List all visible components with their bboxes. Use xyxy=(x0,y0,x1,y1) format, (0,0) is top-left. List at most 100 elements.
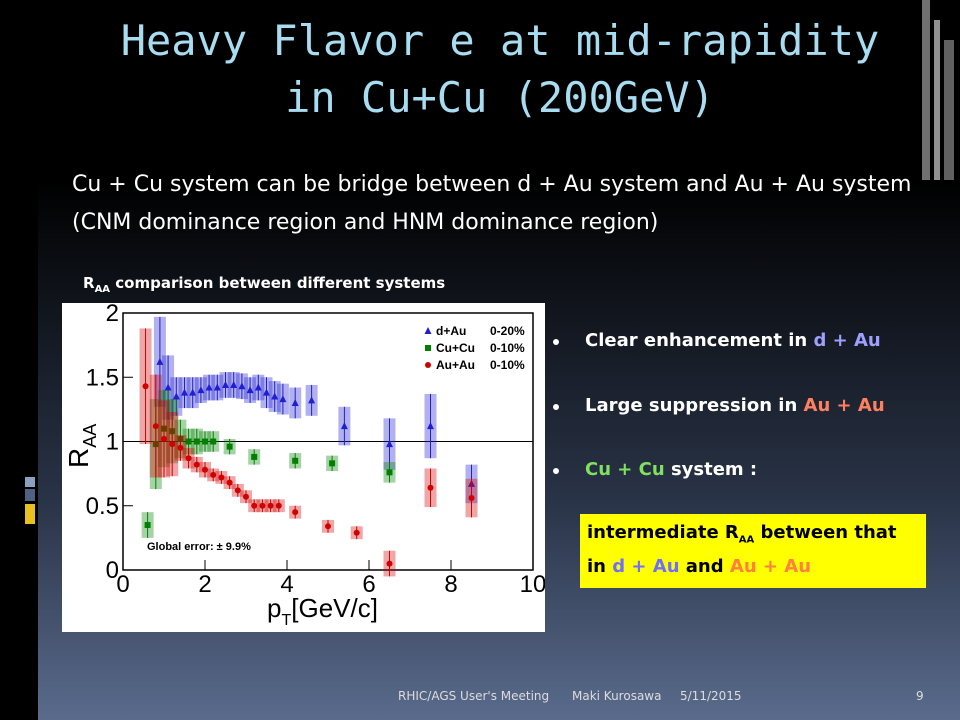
marker xyxy=(189,388,197,396)
annotation: Global error: ± 9.9% xyxy=(147,541,251,553)
marker xyxy=(292,509,299,516)
marker xyxy=(292,457,299,464)
run: Au + Au xyxy=(729,555,812,577)
footer-event: RHIC/AGS User's Meeting xyxy=(398,689,550,703)
legend-label: Au+Au xyxy=(436,358,475,372)
x-tick-label: 4 xyxy=(280,571,293,598)
caption-sub: AA xyxy=(94,284,111,295)
marker xyxy=(353,529,360,536)
y-tick-label: 0.5 xyxy=(86,493,119,520)
marker xyxy=(238,382,246,390)
marker xyxy=(210,471,217,478)
marker xyxy=(222,380,229,388)
title-line: Heavy Flavor e at mid-rapidity xyxy=(120,16,880,65)
marker xyxy=(230,380,238,388)
marker xyxy=(386,469,393,476)
footer-author: Maki Kurosawa xyxy=(572,689,662,703)
marker xyxy=(340,422,348,430)
marker xyxy=(246,386,254,394)
bullet: Clear enhancement in d + Au xyxy=(553,330,881,351)
marker xyxy=(164,383,172,391)
marker xyxy=(226,479,233,486)
left-strip xyxy=(0,0,38,720)
y-tick-label: 1.5 xyxy=(86,364,119,391)
y-tick-label: 0 xyxy=(106,557,119,584)
x-tick-label: 0 xyxy=(116,571,129,598)
run: and xyxy=(679,555,730,577)
caption: RAA comparison between different systems xyxy=(83,274,445,295)
marker xyxy=(308,396,316,404)
marker xyxy=(142,383,149,390)
marker xyxy=(386,560,393,567)
run: d + Au xyxy=(813,330,881,351)
marker xyxy=(226,443,233,450)
x-tick-label: 2 xyxy=(198,571,211,598)
marker xyxy=(193,461,200,468)
run: between that in xyxy=(587,522,897,577)
marker xyxy=(291,398,299,406)
legend-centrality: 0-20% xyxy=(490,324,525,338)
run: Au + Au xyxy=(803,395,885,416)
legend-marker xyxy=(424,327,432,334)
marker xyxy=(156,357,164,365)
marker xyxy=(251,453,258,460)
caption-text: R xyxy=(83,274,95,292)
marker xyxy=(427,422,434,430)
body-text: Cu + Cu system can be bridge between d +… xyxy=(72,172,912,235)
x-label-sub: T xyxy=(281,612,291,629)
marker xyxy=(161,435,167,442)
marker xyxy=(427,484,434,491)
marker xyxy=(386,440,393,448)
marker xyxy=(213,383,221,391)
bullet: Cu + Cu system : xyxy=(553,459,757,480)
marker xyxy=(169,441,176,448)
marker xyxy=(468,495,475,502)
run: intermediate R xyxy=(587,522,739,543)
footer-date: 5/11/2015 xyxy=(680,689,742,703)
marker xyxy=(202,466,208,473)
y-label-part: R xyxy=(63,448,94,468)
marker xyxy=(234,487,241,494)
run: d + Au xyxy=(612,555,680,577)
marker xyxy=(325,523,331,530)
x-axis-label: pT[GeV/c] xyxy=(267,593,378,629)
marker xyxy=(251,502,258,509)
note-box: intermediate RAA between that in d + Au … xyxy=(580,514,926,588)
marker xyxy=(177,444,184,451)
title: Heavy Flavor e at mid-rapidity in Cu+Cu (… xyxy=(40,12,960,126)
marker xyxy=(243,493,249,500)
x-tick-label: 6 xyxy=(362,571,375,598)
marker xyxy=(254,383,262,391)
legend-centrality: 0-10% xyxy=(490,358,525,372)
marker xyxy=(279,395,287,403)
legend-label: d+Au xyxy=(436,324,466,338)
run: Clear enhancement in xyxy=(585,330,814,351)
marker xyxy=(185,438,192,445)
bullet: Large suppression in Au + Au xyxy=(553,395,885,416)
marker xyxy=(271,392,279,400)
run: AA xyxy=(738,534,755,546)
marker xyxy=(144,522,151,529)
y-tick-label: 1 xyxy=(106,429,119,456)
title-line: in Cu+Cu (200GeV) xyxy=(285,73,715,122)
marker xyxy=(181,388,188,396)
marker xyxy=(259,502,266,509)
y-tick-label: 2 xyxy=(106,303,119,327)
legend-marker xyxy=(425,362,431,368)
x-label-part: p xyxy=(267,593,281,623)
marker xyxy=(205,383,213,391)
marker xyxy=(202,438,208,445)
legend-centrality: 0-10% xyxy=(490,341,525,355)
x-tick-label: 10 xyxy=(520,571,545,598)
legend-label: Cu+Cu xyxy=(436,341,475,355)
marker xyxy=(152,423,159,430)
legend-marker xyxy=(425,345,431,351)
marker xyxy=(185,455,192,462)
page-number: 9 xyxy=(916,689,924,703)
run: system : xyxy=(664,459,758,480)
run: Cu + Cu xyxy=(585,459,665,480)
marker xyxy=(197,386,205,394)
marker xyxy=(267,502,274,509)
marker xyxy=(172,392,180,400)
